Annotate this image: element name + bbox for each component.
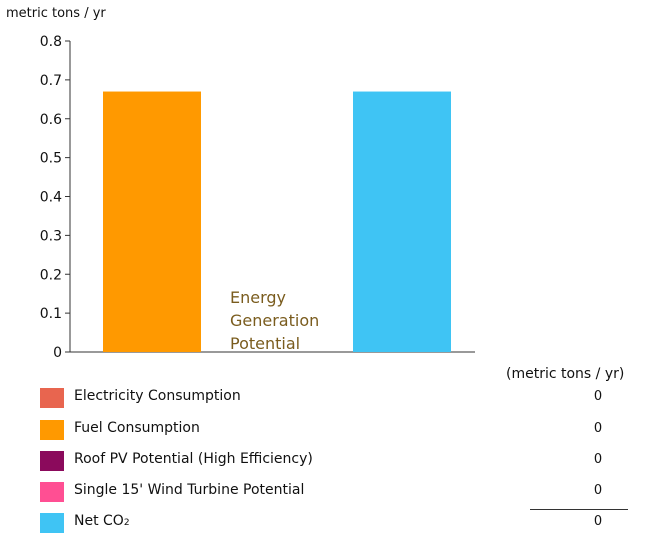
y-tick-label: 0.4 — [40, 190, 62, 206]
legend-value-wind-turbine: 0 — [593, 483, 603, 498]
legend-label-electricity: Electricity Consumption — [74, 388, 241, 404]
energy-generation-annotation-line: Generation — [230, 311, 319, 330]
legend-swatch-fuel — [40, 420, 64, 440]
legend-swatch-roof-pv — [40, 451, 64, 471]
y-tick-label: 0.8 — [40, 34, 62, 50]
y-tick-label: 0.6 — [40, 112, 62, 128]
legend-swatch-wind-turbine — [40, 482, 64, 502]
legend-value-fuel: 0 — [593, 421, 603, 436]
bar-fuel-consumption — [103, 91, 201, 352]
legend-swatch-electricity — [40, 388, 64, 408]
y-tick-label: 0.7 — [40, 73, 62, 89]
legend-label-net-co2: Net CO2 — [74, 513, 130, 529]
legend-swatch-net-co2 — [40, 513, 64, 533]
energy-generation-annotation-line: Energy — [230, 288, 286, 307]
y-axis-label: metric tons / yr — [6, 6, 106, 21]
legend-value-net-co2: 0 — [593, 514, 603, 529]
total-divider — [530, 509, 628, 510]
legend-item-electricity-consumption: Electricity Consumption 0 — [40, 386, 640, 410]
legend-label-roof-pv: Roof PV Potential (High Efficiency) — [74, 451, 313, 467]
y-tick-label: 0.5 — [40, 151, 62, 167]
legend-item-roof-pv-potential: Roof PV Potential (High Efficiency) 0 — [40, 449, 640, 473]
y-tick-label: 0.3 — [40, 228, 62, 244]
y-tick-label: 0.1 — [40, 306, 62, 322]
energy-generation-annotation-line: Potential — [230, 334, 300, 353]
legend-value-header: (metric tons / yr) — [506, 366, 625, 382]
legend-label-net-co2-text: Net CO — [74, 513, 124, 529]
legend-label-wind-turbine: Single 15' Wind Turbine Potential — [74, 482, 305, 498]
legend-label-fuel: Fuel Consumption — [74, 420, 200, 436]
legend-item-net-co2: Net CO2 0 — [40, 511, 640, 535]
chart: metric tons / yr 0 0.1 0.2 0.3 0.4 0.5 0.6 0.7 0… — [6, 6, 475, 361]
y-tick-label: 0 — [53, 345, 62, 361]
legend-label-net-co2-subscript: 2 — [123, 518, 130, 528]
chart-plot: 0 0.1 0.2 0.3 0.4 0.5 0.6 0.7 0.8 Energy Generatio… — [40, 34, 475, 361]
legend-value-electricity: 0 — [593, 389, 603, 404]
y-tick-label: 0.2 — [40, 267, 62, 283]
bar-net-co — [353, 91, 451, 352]
legend-value-roof-pv: 0 — [593, 452, 603, 467]
legend-item-fuel-consumption: Fuel Consumption 0 — [40, 418, 640, 442]
legend-item-wind-turbine-potential: Single 15' Wind Turbine Potential 0 — [40, 480, 640, 504]
